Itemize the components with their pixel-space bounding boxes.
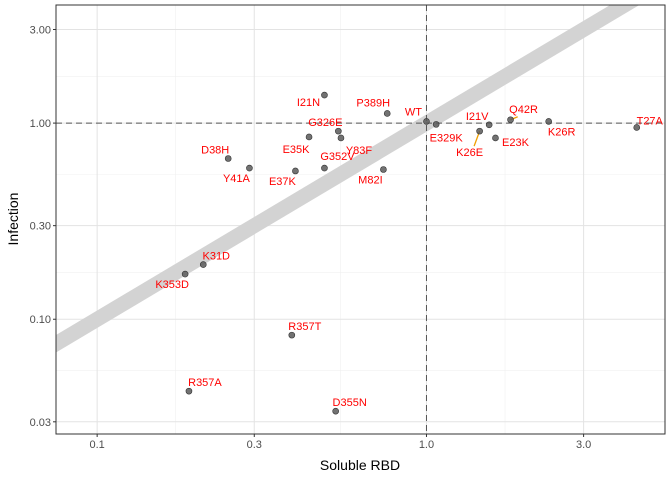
- point-label: E23K: [502, 137, 530, 149]
- y-axis-ticks: 0.03 0.10 0.30 1.00 3.00: [30, 25, 56, 429]
- point-label: E35K: [283, 144, 311, 156]
- point-label: M82I: [358, 174, 382, 186]
- x-axis-ticks: 0.1 0.3 1.0 3.0: [89, 434, 591, 451]
- point-label: K31D: [202, 251, 230, 263]
- point-label: E329K: [430, 132, 464, 144]
- data-point: [321, 91, 328, 99]
- point-label: G326E: [308, 117, 342, 129]
- point-label: R357A: [188, 377, 222, 389]
- data-point: [199, 261, 207, 268]
- y-tick-label: 1.00: [30, 118, 51, 130]
- y-axis-title: Infection: [5, 193, 21, 246]
- x-tick-label: 3.0: [576, 439, 591, 451]
- data-point: [545, 118, 552, 125]
- point-label: E37K: [269, 176, 297, 188]
- data-point: [423, 118, 430, 125]
- panel-background: [56, 5, 665, 434]
- data-point: [383, 110, 391, 117]
- point-label: D355N: [333, 397, 367, 409]
- y-tick-label: 3.00: [30, 25, 51, 37]
- data-point: [305, 133, 313, 141]
- point-label: R357T: [288, 321, 321, 333]
- data-point: [492, 134, 499, 142]
- data-point: [321, 164, 328, 172]
- data-point: [181, 270, 189, 278]
- point-label: I21N: [297, 97, 320, 109]
- data-point: [633, 124, 641, 131]
- x-axis-title: Soluble RBD: [320, 457, 400, 473]
- point-label: P389H: [356, 97, 390, 109]
- panel-border: [55, 4, 666, 435]
- point-label: Q42R: [509, 104, 538, 116]
- y-tick-label: 0.10: [30, 314, 51, 326]
- reference-lines: [56, 5, 665, 434]
- data-point: [332, 407, 339, 415]
- x-tick-label: 0.1: [89, 439, 104, 451]
- data-point: [224, 155, 232, 162]
- data-point: [432, 121, 440, 128]
- data-points: [181, 91, 641, 415]
- point-label: G352V: [320, 151, 355, 163]
- point-label: K26R: [548, 126, 576, 138]
- x-tick-label: 0.3: [247, 439, 262, 451]
- point-label: K26E: [456, 147, 483, 159]
- data-point: [185, 387, 193, 395]
- point-label: Y41A: [223, 173, 251, 185]
- x-tick-label: 1.0: [419, 439, 434, 451]
- data-point: [507, 116, 514, 124]
- data-point: [337, 134, 345, 142]
- major-grid: [56, 5, 665, 434]
- point-label: I21V: [466, 111, 489, 123]
- data-point: [292, 167, 299, 175]
- data-point: [335, 127, 342, 135]
- trend-line-layer: [56, 5, 640, 353]
- point-label: Y83F: [346, 145, 373, 157]
- point-labels: WT E329K I21N P389H G326E E35K Y83F D38H Y41A G35…: [155, 97, 663, 409]
- data-point: [380, 166, 387, 173]
- y-tick-label: 0.30: [30, 221, 51, 233]
- data-point: [246, 164, 253, 172]
- data-point: [476, 127, 483, 135]
- point-label: D38H: [201, 144, 229, 156]
- point-label: T27A: [637, 115, 664, 127]
- trend-line: [56, 5, 640, 353]
- point-label: WT: [405, 106, 422, 118]
- data-point: [485, 121, 493, 129]
- point-label: K353D: [155, 279, 189, 291]
- data-point: [288, 331, 296, 339]
- y-tick-label: 0.03: [30, 417, 51, 429]
